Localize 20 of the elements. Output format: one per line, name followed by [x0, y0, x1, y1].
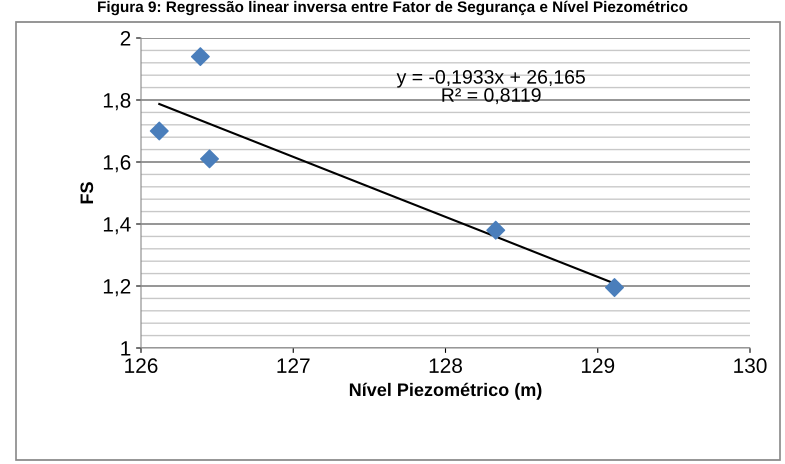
x-tick-label: 130: [734, 358, 767, 374]
point: [200, 149, 219, 168]
y-tick-label: 2: [120, 31, 130, 46]
y-axis-title: FS: [80, 182, 94, 204]
x-tick-label: 128: [430, 358, 462, 374]
point: [190, 47, 210, 66]
x-tick-label: 126: [125, 358, 158, 374]
y-tick-label: 1,2: [104, 279, 130, 296]
y-tick-label: 1: [121, 341, 130, 356]
point: [605, 278, 624, 298]
x-tick-label: 129: [582, 358, 614, 374]
point: [486, 220, 506, 240]
x-tick-label: 127: [277, 358, 310, 373]
point: [150, 122, 169, 140]
annotation: y = -0,1933x + 26,165 R² = 0,8119: [396, 70, 585, 104]
y-tick-label: 1,4: [104, 217, 131, 234]
chart-title: Figura 9: Regressão linear inversa entre Fator de Segurança e Nível Piezométrico: [98, 0, 688, 16]
y-tick-label: 1,6: [104, 155, 130, 172]
x-axis-title: Nível Piezométrico (m): [350, 382, 542, 400]
y-tick-label: 1,8: [104, 93, 130, 110]
